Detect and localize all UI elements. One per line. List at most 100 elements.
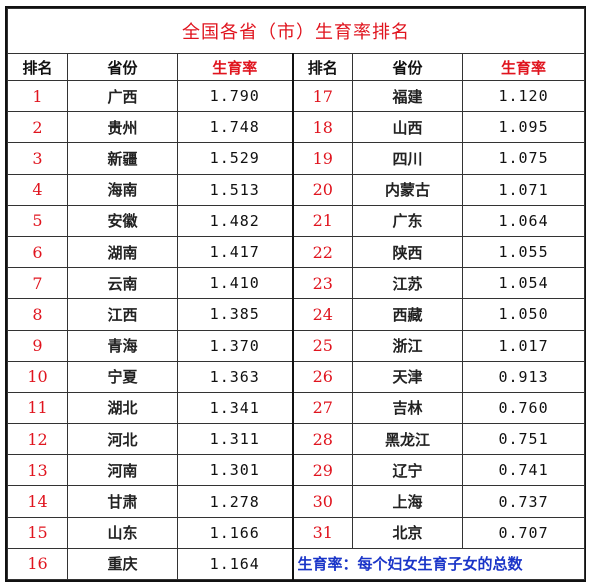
rank-cell: 13 [7, 454, 68, 487]
rank-cell: 20 [291, 173, 353, 206]
rate-cell: 1.120 [461, 79, 586, 113]
province-cell: 青海 [67, 329, 178, 362]
rank-cell: 23 [291, 267, 353, 300]
rank-cell: 18 [291, 111, 353, 144]
table-row: 8 江西 1.385 24 西藏 1.050 [7, 298, 586, 331]
province-cell: 江西 [67, 298, 178, 331]
rate-cell: 1.095 [461, 111, 586, 144]
rate-cell: 1.410 [177, 267, 293, 300]
rate-cell: 1.164 [177, 547, 293, 581]
rank-cell: 31 [291, 516, 353, 549]
rank-cell: 30 [291, 485, 353, 518]
rate-cell: 1.385 [177, 298, 293, 331]
rank-cell: 17 [291, 79, 353, 113]
rate-cell: 0.707 [461, 516, 586, 549]
header-row: 排名 省份 生育率 排名 省份 生育率 [7, 53, 586, 81]
province-cell: 海南 [67, 173, 178, 206]
header-rate: 生育率 [177, 53, 293, 81]
rank-cell: 3 [7, 142, 68, 175]
table-title: 全国各省（市）生育率排名 [6, 8, 586, 54]
rank-cell: 2 [7, 111, 68, 144]
header-rank: 排名 [7, 53, 68, 81]
rank-cell: 25 [291, 329, 353, 362]
province-cell: 贵州 [67, 111, 178, 144]
table-row: 4 海南 1.513 20 内蒙古 1.071 [7, 173, 586, 206]
province-cell: 湖南 [67, 235, 178, 269]
table-row: 16 重庆 1.164 生育率：每个妇女生育子女的总数 [7, 547, 586, 581]
rate-cell: 1.055 [461, 235, 586, 269]
province-cell: 广东 [352, 204, 463, 237]
rate-cell: 1.529 [177, 142, 293, 175]
header-province: 省份 [67, 53, 178, 81]
province-cell: 宁夏 [67, 360, 178, 393]
rate-cell: 0.737 [461, 485, 586, 518]
table-row: 2 贵州 1.748 18 山西 1.095 [7, 111, 586, 144]
province-cell: 福建 [352, 79, 463, 113]
table-row: 3 新疆 1.529 19 四川 1.075 [7, 142, 586, 175]
rank-cell: 28 [291, 423, 353, 456]
province-cell: 安徽 [67, 204, 178, 237]
rate-cell: 1.050 [461, 298, 586, 331]
rate-cell: 0.760 [461, 391, 586, 425]
table-row: 5 安徽 1.482 21 广东 1.064 [7, 204, 586, 237]
province-cell: 山东 [67, 516, 178, 549]
province-cell: 黑龙江 [352, 423, 463, 456]
rate-cell: 1.790 [177, 79, 293, 113]
rate-cell: 0.913 [461, 360, 586, 393]
table-row: 9 青海 1.370 25 浙江 1.017 [7, 329, 586, 362]
province-cell: 陕西 [352, 235, 463, 269]
table-row: 14 甘肃 1.278 30 上海 0.737 [7, 485, 586, 518]
table-row: 13 河南 1.301 29 辽宁 0.741 [7, 454, 586, 487]
rate-cell: 1.417 [177, 235, 293, 269]
province-cell: 河北 [67, 423, 178, 456]
rank-cell: 9 [7, 329, 68, 362]
rate-cell: 1.075 [461, 142, 586, 175]
rank-cell: 24 [291, 298, 353, 331]
province-cell: 河南 [67, 454, 178, 487]
province-cell: 江苏 [352, 267, 463, 300]
province-cell: 新疆 [67, 142, 178, 175]
table-row: 12 河北 1.311 28 黑龙江 0.751 [7, 423, 586, 456]
rank-cell: 22 [291, 235, 353, 269]
province-cell: 上海 [352, 485, 463, 518]
province-cell: 重庆 [67, 547, 178, 581]
table-row: 11 湖北 1.341 27 吉林 0.760 [7, 391, 586, 425]
rank-cell: 7 [7, 267, 68, 300]
rate-cell: 1.301 [177, 454, 293, 487]
title-row: 全国各省（市）生育率排名 [6, 8, 586, 54]
rank-cell: 5 [7, 204, 68, 237]
footnote: 生育率：每个妇女生育子女的总数 [291, 547, 586, 581]
rank-cell: 12 [7, 423, 68, 456]
rate-cell: 1.278 [177, 485, 293, 518]
rate-cell: 1.341 [177, 391, 293, 425]
province-cell: 四川 [352, 142, 463, 175]
province-cell: 北京 [352, 516, 463, 549]
rate-cell: 1.071 [461, 173, 586, 206]
fertility-rate-table: 全国各省（市）生育率排名 排名 省份 生育率 排名 省份 生育率 1 广西 1.79… [6, 8, 586, 581]
table-row: 7 云南 1.410 23 江苏 1.054 [7, 267, 586, 300]
table-row: 15 山东 1.166 31 北京 0.707 [7, 516, 586, 549]
rank-cell: 15 [7, 516, 68, 549]
table-row: 6 湖南 1.417 22 陕西 1.055 [7, 235, 586, 269]
table-row: 10 宁夏 1.363 26 天津 0.913 [7, 360, 586, 393]
ranking-sheet: 全国各省（市）生育率排名 排名 省份 生育率 排名 省份 生育率 1 广西 1.79… [5, 6, 586, 582]
province-cell: 广西 [67, 79, 178, 113]
province-cell: 云南 [67, 267, 178, 300]
rank-cell: 10 [7, 360, 68, 393]
rank-cell: 26 [291, 360, 353, 393]
header-province-right: 省份 [352, 53, 463, 81]
rank-cell: 1 [7, 79, 68, 113]
rank-cell: 4 [7, 173, 68, 206]
rate-cell: 1.064 [461, 204, 586, 237]
province-cell: 天津 [352, 360, 463, 393]
header-rate-right: 生育率 [461, 53, 586, 81]
rate-cell: 0.741 [461, 454, 586, 487]
rank-cell: 14 [7, 485, 68, 518]
province-cell: 内蒙古 [352, 173, 463, 206]
rank-cell: 16 [7, 547, 68, 581]
rate-cell: 1.748 [177, 111, 293, 144]
rank-cell: 19 [291, 142, 353, 175]
rate-cell: 1.513 [177, 173, 293, 206]
rank-cell: 6 [7, 235, 68, 269]
rate-cell: 1.311 [177, 423, 293, 456]
